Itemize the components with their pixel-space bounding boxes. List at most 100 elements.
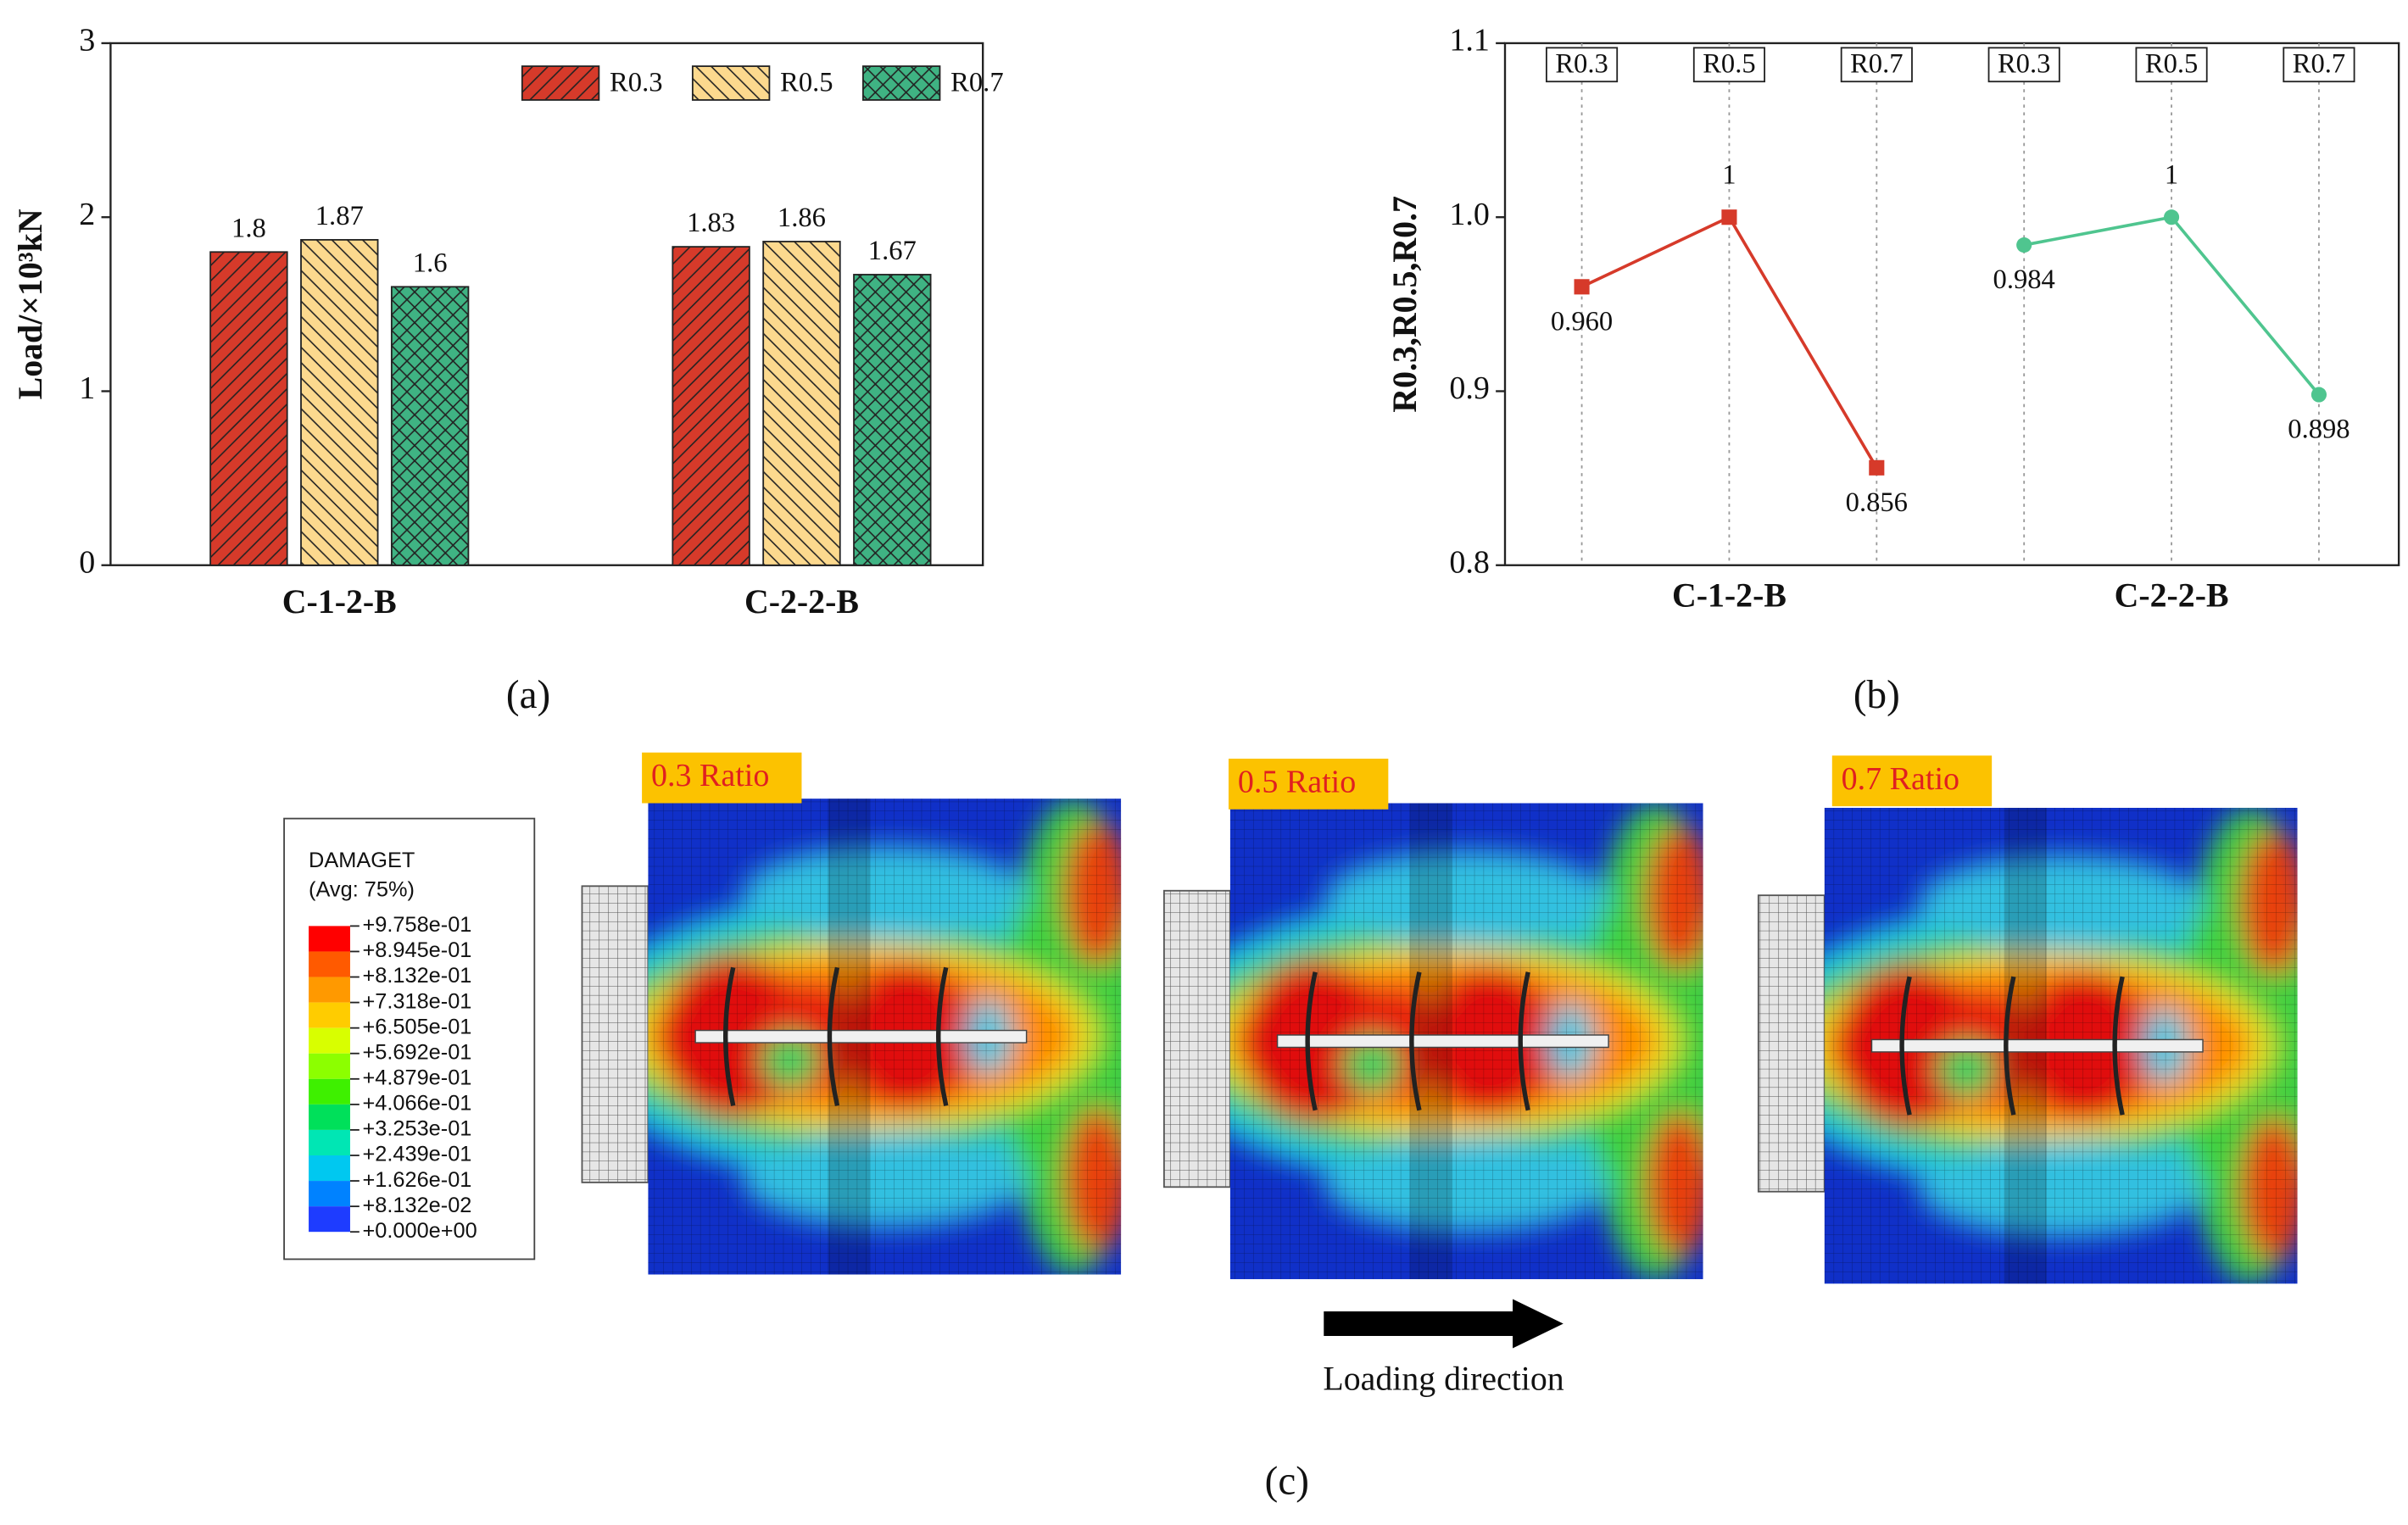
stud xyxy=(1305,971,1318,1111)
bar xyxy=(762,241,841,566)
legend-subtitle: (Avg: 75%) xyxy=(309,877,415,901)
marker xyxy=(1869,459,1885,476)
category-label: R0.5 xyxy=(1703,49,1755,80)
legend-color xyxy=(309,977,350,1003)
y-tick-label: 2 xyxy=(79,197,95,232)
value-label: 1 xyxy=(2165,160,2178,191)
category-box xyxy=(2135,47,2208,83)
legend-level: +8.132e-01 xyxy=(362,964,471,988)
legend-level: +9.758e-01 xyxy=(362,913,471,937)
y-axis-title: Load/×10³kN xyxy=(11,209,49,399)
y-tick-label: 1.0 xyxy=(1449,197,1490,232)
ratio-label: 0.5 Ratio xyxy=(1238,764,1356,799)
x-tick-label: C-2-2-B xyxy=(744,582,859,621)
legend-color xyxy=(309,1002,350,1028)
x-group-label: C-2-2-B xyxy=(2115,576,2229,615)
legend-level: +1.626e-01 xyxy=(362,1168,471,1192)
legend-level: +0.000e+00 xyxy=(362,1219,477,1243)
legend-swatch xyxy=(691,65,771,101)
y-tick-label: 1 xyxy=(79,370,95,406)
legend-color xyxy=(309,1129,350,1155)
panel-label: (a) xyxy=(506,673,550,717)
stud xyxy=(2112,976,2125,1116)
category-label: R0.3 xyxy=(1998,49,2050,80)
legend-swatch xyxy=(862,65,941,101)
series-line xyxy=(1580,214,1878,469)
stud xyxy=(2004,976,2016,1116)
ratio-box xyxy=(642,752,802,804)
stud xyxy=(827,966,840,1106)
legend-level: +6.505e-01 xyxy=(362,1015,471,1038)
ratio-box xyxy=(1228,758,1389,810)
legend-level: +2.439e-01 xyxy=(362,1143,471,1166)
value-label: 0.960 xyxy=(1551,306,1613,337)
legend-color xyxy=(309,1078,350,1105)
legend-color xyxy=(309,1104,350,1130)
x-tick-label: C-1-2-B xyxy=(282,582,397,621)
value-label: 0.898 xyxy=(2288,415,2349,445)
panel-label: (c) xyxy=(1265,1459,1309,1503)
bar xyxy=(853,274,932,566)
bar xyxy=(390,286,470,566)
legend-level: +4.879e-01 xyxy=(362,1066,471,1089)
y-tick-label: 0 xyxy=(79,544,95,580)
marker xyxy=(2164,209,2180,225)
category-box xyxy=(1692,47,1766,83)
value-label: 1.87 xyxy=(315,201,364,231)
ratio-label: 0.3 Ratio xyxy=(651,758,769,793)
legend-level: +3.253e-01 xyxy=(362,1117,471,1141)
legend-level: +8.945e-01 xyxy=(362,938,471,962)
loading-label: Loading direction xyxy=(1323,1359,1564,1397)
legend-label: R0.5 xyxy=(780,67,833,97)
category-label: R0.3 xyxy=(1555,49,1608,80)
bar xyxy=(209,251,288,566)
legend-color xyxy=(309,1027,350,1054)
legend-level: +5.692e-01 xyxy=(362,1040,471,1064)
stud xyxy=(723,966,736,1106)
ratio-label: 0.7 Ratio xyxy=(1842,761,1959,797)
contour-image xyxy=(1229,803,1703,1279)
legend-level: +4.066e-01 xyxy=(362,1092,471,1116)
x-group-label: C-1-2-B xyxy=(1672,576,1786,615)
y-tick-label: 3 xyxy=(79,23,95,58)
legend-swatch xyxy=(521,65,600,101)
y-tick-label: 1.1 xyxy=(1449,23,1490,58)
steel-bar xyxy=(694,1029,1028,1044)
category-box xyxy=(2283,47,2355,83)
category-box xyxy=(1840,47,1913,83)
y-tick-label: 0.8 xyxy=(1449,544,1490,580)
legend-label: R0.7 xyxy=(950,67,1003,97)
value-label: 1.67 xyxy=(868,236,917,266)
value-label: 1.83 xyxy=(687,208,735,238)
legend-color xyxy=(309,926,350,952)
legend-color xyxy=(309,1155,350,1182)
legend-color xyxy=(309,1206,350,1233)
contour-image xyxy=(1824,807,2298,1284)
value-label: 1.6 xyxy=(413,248,448,278)
category-label: R0.7 xyxy=(2293,49,2345,80)
legend-title: DAMAGET xyxy=(309,849,415,872)
loading-arrow xyxy=(1324,1299,1564,1349)
plot-frame xyxy=(1503,42,2400,566)
category-label: R0.5 xyxy=(2145,49,2198,80)
value-label: 1.86 xyxy=(778,203,826,233)
marker xyxy=(1721,209,1737,225)
stud xyxy=(936,966,949,1106)
stud xyxy=(1899,976,1912,1116)
grey-block xyxy=(1757,894,1826,1193)
value-label: 0.984 xyxy=(1993,264,2055,295)
y-tick-label: 0.9 xyxy=(1449,370,1490,406)
bar xyxy=(300,238,379,566)
y-axis-title: R0.3,R0.5,R0.7 xyxy=(1385,196,1424,413)
legend-color xyxy=(309,951,350,977)
value-label: 0.856 xyxy=(1846,487,1908,518)
ratio-box xyxy=(1831,755,1993,807)
bar xyxy=(672,246,750,566)
steel-bar xyxy=(1870,1038,2204,1053)
plot-frame xyxy=(109,42,984,566)
legend-label: R0.3 xyxy=(610,67,662,97)
marker xyxy=(1574,279,1590,295)
legend-color xyxy=(309,1181,350,1207)
contour-image xyxy=(648,799,1122,1275)
